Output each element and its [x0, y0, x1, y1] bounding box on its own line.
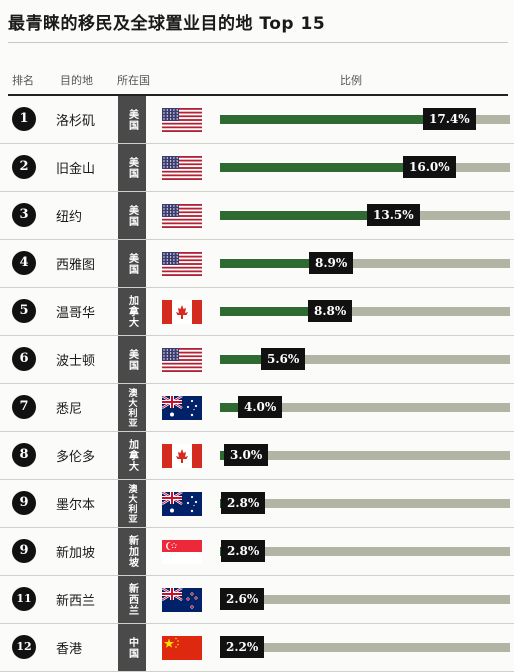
page-title: 最青睐的移民及全球置业目的地 Top 15: [8, 14, 326, 34]
header-city: 目的地: [60, 74, 93, 87]
bar-track: 17.4%: [220, 108, 510, 130]
table-row: 12 香港 中国 2.2%: [0, 624, 514, 672]
data-label: 2.2%: [220, 636, 265, 658]
bar-track: 2.2%: [220, 636, 510, 658]
table-row: 4 西雅图 美国 8.9%: [0, 240, 514, 288]
bar: [220, 355, 301, 364]
table-row: 1 洛杉矶 美国 17.4%: [0, 96, 514, 144]
data-label: 8.8%: [308, 300, 353, 322]
city-label: 洛杉矶: [56, 114, 96, 129]
title-divider: [8, 42, 508, 43]
data-label: 3.0%: [224, 444, 269, 466]
rank-badge: 6: [12, 347, 36, 371]
chart-rows: 1 洛杉矶 美国 17.4% 2 旧金山 美国 16.0% 3 纽约 美国 13.5% 4 西雅图 美国 8.…: [0, 96, 514, 672]
country-label: 美国: [118, 144, 146, 191]
country-label: 澳大利亚: [118, 384, 146, 431]
table-row: 11 新西兰 新西兰 2.6%: [0, 576, 514, 624]
rank-badge: 1: [12, 107, 36, 131]
table-row: 3 纽约 美国 13.5%: [0, 192, 514, 240]
au-flag-icon: [162, 396, 202, 420]
country-label: 澳大利亚: [118, 480, 146, 527]
country-label: 美国: [118, 336, 146, 383]
bar-track: 8.8%: [220, 300, 510, 322]
country-label: 新西兰: [118, 576, 146, 623]
data-label: 13.5%: [367, 204, 420, 226]
rank-badge: 8: [12, 443, 36, 467]
table-row: 6 波士顿 美国 5.6%: [0, 336, 514, 384]
table-row: 9 新加坡 新加坡 2.8%: [0, 528, 514, 576]
bar-track: 2.8%: [220, 492, 510, 514]
city-label: 新西兰: [56, 594, 96, 609]
us-flag-icon: [162, 156, 202, 180]
city-label: 波士顿: [56, 354, 96, 369]
us-flag-icon: [162, 108, 202, 132]
data-label: 5.6%: [261, 348, 306, 370]
city-label: 纽约: [56, 210, 83, 225]
city-label: 新加坡: [56, 546, 96, 561]
rank-badge: 12: [12, 635, 36, 659]
city-label: 悉尼: [56, 402, 83, 417]
bar: [220, 259, 349, 268]
table-row: 7 悉尼 澳大利亚 4.0%: [0, 384, 514, 432]
data-label: 2.8%: [221, 492, 266, 514]
data-label: 17.4%: [423, 108, 476, 130]
city-label: 西雅图: [56, 258, 96, 273]
cn-flag-icon: [162, 636, 202, 660]
header-rank: 排名: [12, 74, 34, 87]
country-label: 新加坡: [118, 528, 146, 575]
header-divider: [8, 94, 508, 96]
data-label: 16.0%: [403, 156, 456, 178]
bar-track: 2.8%: [220, 540, 510, 562]
bar-track: 5.6%: [220, 348, 510, 370]
city-label: 香港: [56, 642, 83, 657]
us-flag-icon: [162, 204, 202, 228]
bar-track: 16.0%: [220, 156, 510, 178]
us-flag-icon: [162, 348, 202, 372]
country-label: 美国: [118, 240, 146, 287]
bar: [220, 211, 416, 220]
bar-track: 4.0%: [220, 396, 510, 418]
city-label: 旧金山: [56, 162, 96, 177]
rank-badge: 5: [12, 299, 36, 323]
us-flag-icon: [162, 252, 202, 276]
data-label: 2.6%: [220, 588, 265, 610]
city-label: 温哥华: [56, 306, 96, 321]
rank-badge: 7: [12, 395, 36, 419]
ca-flag-icon: [162, 444, 202, 468]
bar: [220, 115, 472, 124]
au-flag-icon: [162, 492, 202, 516]
rank-badge: 9: [12, 491, 36, 515]
header-ratio: 比例: [340, 74, 362, 87]
country-label: 美国: [118, 96, 146, 143]
table-row: 9 墨尔本 澳大利亚 2.8%: [0, 480, 514, 528]
country-label: 中国: [118, 624, 146, 671]
rank-badge: 2: [12, 155, 36, 179]
rank-badge: 11: [12, 587, 36, 611]
bar: [220, 163, 452, 172]
data-label: 8.9%: [309, 252, 354, 274]
country-label: 加拿大: [118, 432, 146, 479]
country-label: 加拿大: [118, 288, 146, 335]
country-label: 美国: [118, 192, 146, 239]
sg-flag-icon: [162, 540, 202, 564]
bar-track: 8.9%: [220, 252, 510, 274]
rank-badge: 4: [12, 251, 36, 275]
bar-track: 3.0%: [220, 444, 510, 466]
rank-badge: 3: [12, 203, 36, 227]
nz-flag-icon: [162, 588, 202, 612]
table-row: 5 温哥华 加拿大 8.8%: [0, 288, 514, 336]
ca-flag-icon: [162, 300, 202, 324]
bar-track: 13.5%: [220, 204, 510, 226]
bar: [220, 307, 348, 316]
data-label: 4.0%: [238, 396, 283, 418]
table-row: 2 旧金山 美国 16.0%: [0, 144, 514, 192]
table-row: 8 多伦多 加拿大 3.0%: [0, 432, 514, 480]
bar-track: 2.6%: [220, 588, 510, 610]
header-country: 所在国: [117, 74, 150, 87]
data-label: 2.8%: [221, 540, 266, 562]
city-label: 多伦多: [56, 450, 96, 465]
city-label: 墨尔本: [56, 498, 96, 513]
rank-badge: 9: [12, 539, 36, 563]
